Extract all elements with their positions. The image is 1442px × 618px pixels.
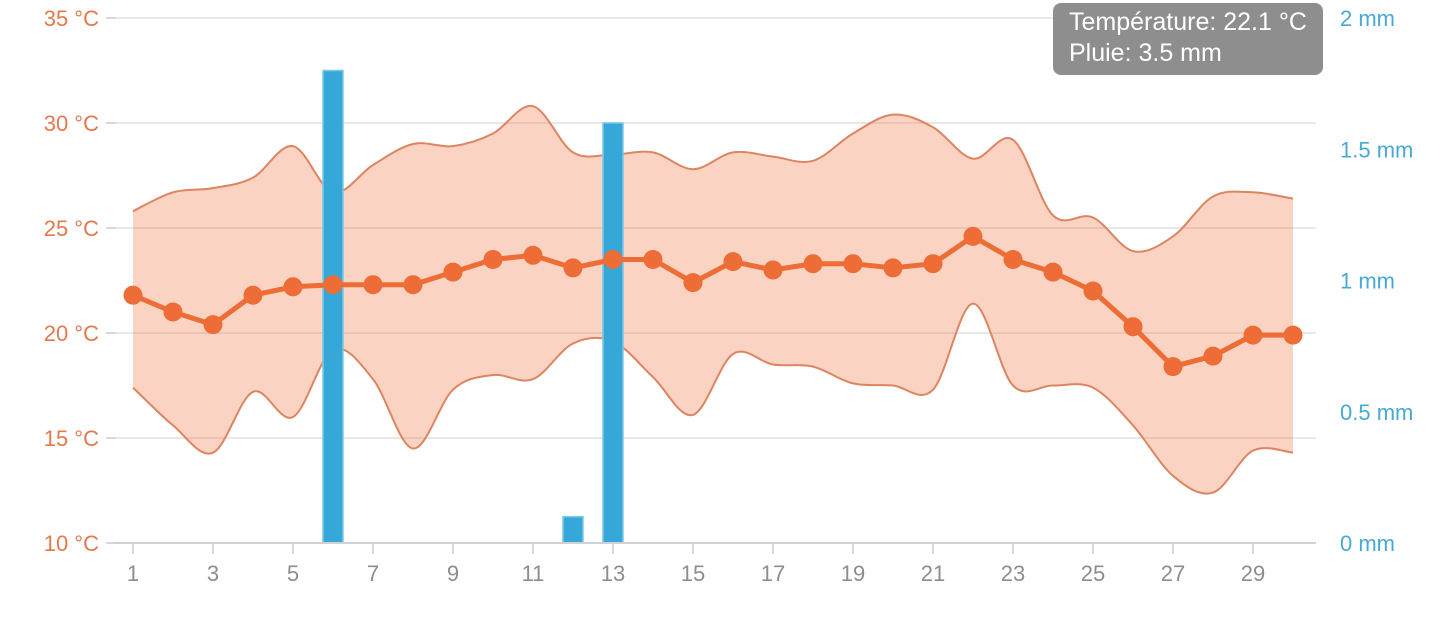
x-axis-label: 13: [601, 561, 625, 586]
temp-point[interactable]: [763, 260, 783, 280]
x-axis-label: 21: [921, 561, 945, 586]
x-axis-label: 17: [761, 561, 785, 586]
x-axis-label: 29: [1241, 561, 1265, 586]
y-axis-label-temp: 10 °C: [44, 531, 99, 556]
temp-point[interactable]: [123, 285, 143, 305]
x-axis-label: 5: [287, 561, 299, 586]
y-axis-label-rain: 1.5 mm: [1340, 137, 1413, 162]
y-axis-label-rain: 1 mm: [1340, 269, 1395, 294]
y-axis-label-temp: 35 °C: [44, 6, 99, 31]
x-axis-label: 23: [1001, 561, 1025, 586]
temp-point[interactable]: [563, 258, 583, 278]
x-axis-label: 11: [522, 561, 545, 586]
temp-point[interactable]: [203, 315, 223, 335]
temp-point[interactable]: [1243, 325, 1263, 345]
temp-point[interactable]: [1203, 346, 1223, 366]
temp-point[interactable]: [1043, 262, 1063, 282]
rain-bar[interactable]: [322, 69, 344, 544]
temp-point[interactable]: [643, 250, 663, 269]
y-axis-label-rain: 0.5 mm: [1340, 400, 1413, 425]
temp-point[interactable]: [523, 245, 543, 265]
x-axis-label: 15: [681, 561, 705, 586]
x-axis-label: 19: [841, 561, 865, 586]
temp-point[interactable]: [363, 275, 383, 295]
temp-point[interactable]: [683, 273, 703, 293]
y-axis-label-rain: 2 mm: [1340, 6, 1395, 31]
temp-point[interactable]: [323, 275, 343, 295]
temp-point[interactable]: [1123, 317, 1143, 337]
x-axis-label: 9: [447, 561, 459, 586]
y-axis-label-rain: 0 mm: [1340, 531, 1395, 556]
temp-range-band: [133, 105, 1293, 494]
x-axis-label: 27: [1161, 561, 1185, 586]
temp-point[interactable]: [603, 250, 623, 269]
temp-point[interactable]: [963, 226, 983, 246]
x-axis-label: 1: [127, 561, 139, 586]
temp-point[interactable]: [1283, 325, 1303, 345]
temp-point[interactable]: [1083, 281, 1103, 301]
rain-bar[interactable]: [562, 516, 584, 544]
temp-point[interactable]: [483, 250, 503, 269]
x-axis-label: 25: [1081, 561, 1105, 586]
temp-point[interactable]: [1163, 357, 1183, 377]
y-axis-label-temp: 30 °C: [44, 111, 99, 136]
temp-point[interactable]: [723, 252, 743, 272]
temp-point[interactable]: [843, 254, 863, 274]
temp-point[interactable]: [163, 302, 183, 322]
temp-point[interactable]: [403, 275, 423, 295]
y-axis-label-temp: 25 °C: [44, 216, 99, 241]
x-axis-label: 7: [367, 561, 379, 586]
x-axis-label: 3: [207, 561, 219, 586]
y-axis-label-temp: 15 °C: [44, 426, 99, 451]
y-axis-label-temp: 20 °C: [44, 321, 99, 346]
temp-point[interactable]: [923, 254, 943, 274]
temp-point[interactable]: [803, 254, 823, 274]
temp-point[interactable]: [283, 277, 303, 297]
temp-point[interactable]: [243, 285, 263, 305]
rain-bar[interactable]: [602, 122, 624, 544]
temp-point[interactable]: [443, 262, 463, 282]
temp-point[interactable]: [883, 258, 903, 278]
temp-point[interactable]: [1003, 250, 1023, 269]
